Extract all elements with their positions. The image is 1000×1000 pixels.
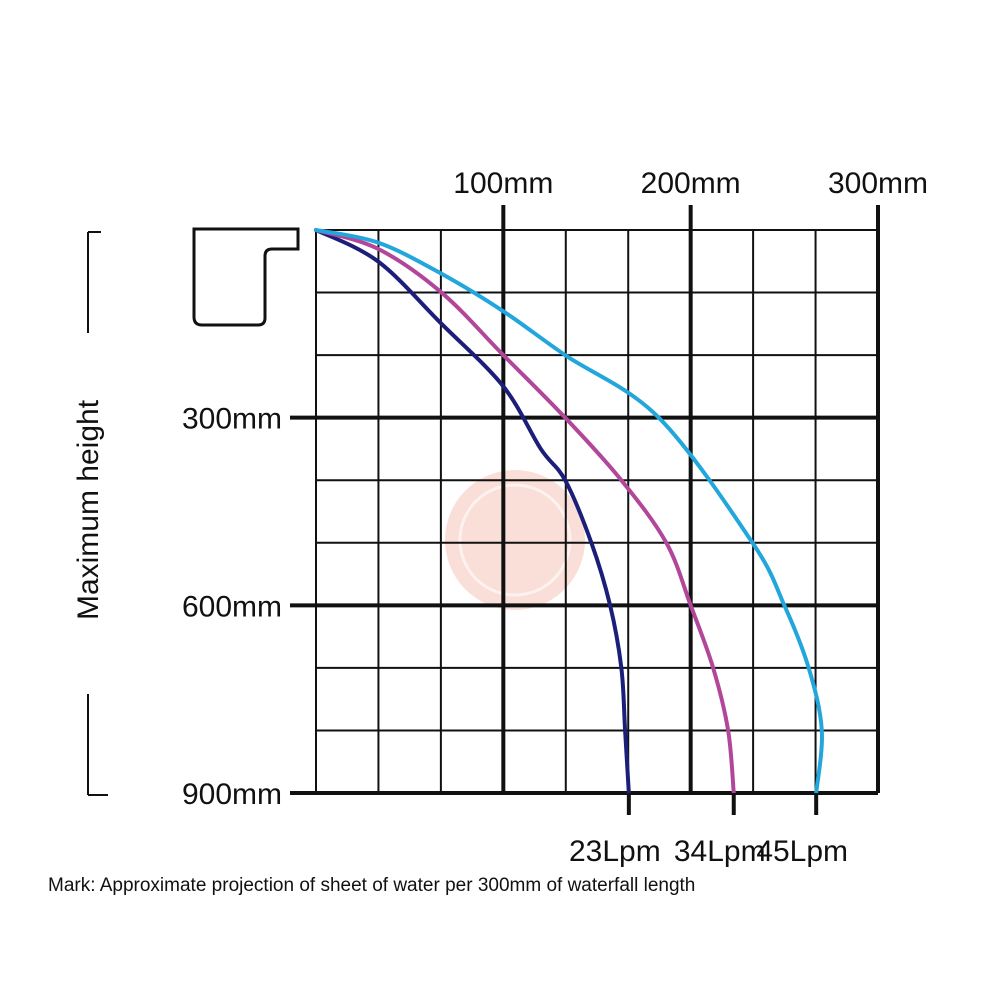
- y-axis-tick-labels: 300mm 600mm 900mm: [182, 403, 282, 811]
- x-tick-label: 300mm: [828, 167, 928, 200]
- waterfall-spout-icon: [192, 227, 300, 327]
- x-tick-label: 100mm: [453, 167, 553, 200]
- y-axis-label: Maximum height: [72, 399, 105, 620]
- watermark-seal-icon: [445, 470, 585, 610]
- y-tick-label: 900mm: [182, 778, 282, 811]
- series-line-45lpm: [314, 228, 824, 795]
- series-label-45lpm: 45Lpm: [756, 835, 848, 868]
- x-tick-label: 200mm: [641, 167, 741, 200]
- chart-annotation: Mark: Approximate projection of sheet of…: [48, 875, 695, 896]
- chart-series: [314, 228, 824, 795]
- y-tick-label: 600mm: [182, 590, 282, 623]
- x-axis-tick-labels: 100mm 200mm 300mm: [453, 167, 928, 200]
- chart-grid: [290, 205, 880, 795]
- maximum-height-axis: Maximum height: [72, 231, 108, 796]
- series-line-34lpm: [314, 228, 736, 795]
- series-label-34lpm: 34Lpm: [674, 835, 766, 868]
- series-label-23lpm: 23Lpm: [569, 835, 661, 868]
- series-line-23lpm: [314, 228, 631, 795]
- y-tick-label: 300mm: [182, 403, 282, 436]
